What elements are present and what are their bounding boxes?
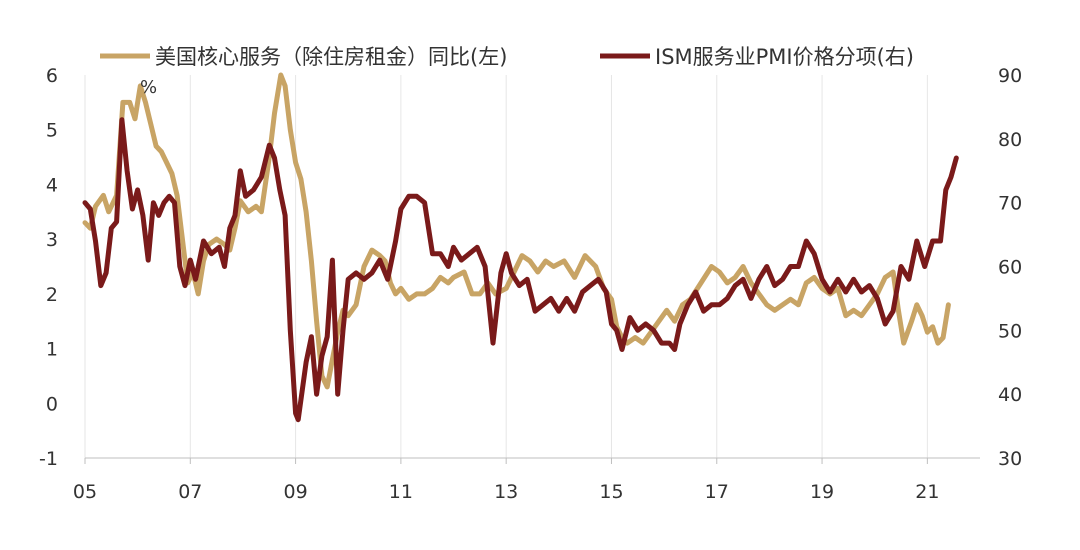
legend-label-1: 美国核心服务（除住房租金）同比(左) [155, 45, 507, 69]
left-tick-label: 5 [46, 120, 58, 142]
left-tick-label: 6 [46, 65, 58, 87]
x-axis-ticks: 05 07 09 11 13 15 17 19 21 [73, 458, 939, 503]
left-tick-label: 3 [46, 229, 58, 251]
left-tick-label: 0 [46, 393, 58, 415]
x-tick-label: 11 [389, 481, 413, 503]
x-tick-label: 17 [705, 481, 729, 503]
left-tick-label: -1 [39, 448, 58, 470]
left-tick-label: 4 [46, 174, 58, 196]
right-tick-label: 50 [998, 320, 1022, 342]
x-tick-label: 05 [73, 481, 97, 503]
x-tick-label: 07 [178, 481, 202, 503]
right-tick-label: 80 [998, 129, 1022, 151]
legend: 美国核心服务（除住房租金）同比(左) ISM服务业PMI价格分项(右) [100, 45, 914, 69]
right-tick-label: 70 [998, 193, 1022, 215]
grid-lines [84, 75, 928, 458]
left-axis-ticks: -1 0 1 2 3 4 5 6 [39, 65, 58, 470]
x-tick-label: 09 [283, 481, 307, 503]
series-line-2 [82, 117, 959, 423]
right-axis-ticks: 30 40 50 60 70 80 90 [998, 65, 1022, 470]
series-line-1 [82, 72, 951, 390]
x-tick-label: 19 [810, 481, 834, 503]
right-tick-label: 40 [998, 384, 1022, 406]
legend-label-2: ISM服务业PMI价格分项(右) [655, 45, 914, 69]
series-lines [82, 72, 959, 423]
x-tick-label: 13 [494, 481, 518, 503]
right-tick-label: 30 [998, 448, 1022, 470]
left-axis-unit-label: % [140, 77, 157, 98]
x-tick-label: 15 [599, 481, 623, 503]
left-tick-label: 1 [46, 339, 58, 361]
left-tick-label: 2 [46, 284, 58, 306]
x-tick-label: 21 [915, 481, 939, 503]
right-tick-label: 60 [998, 257, 1022, 279]
right-tick-label: 90 [998, 65, 1022, 87]
